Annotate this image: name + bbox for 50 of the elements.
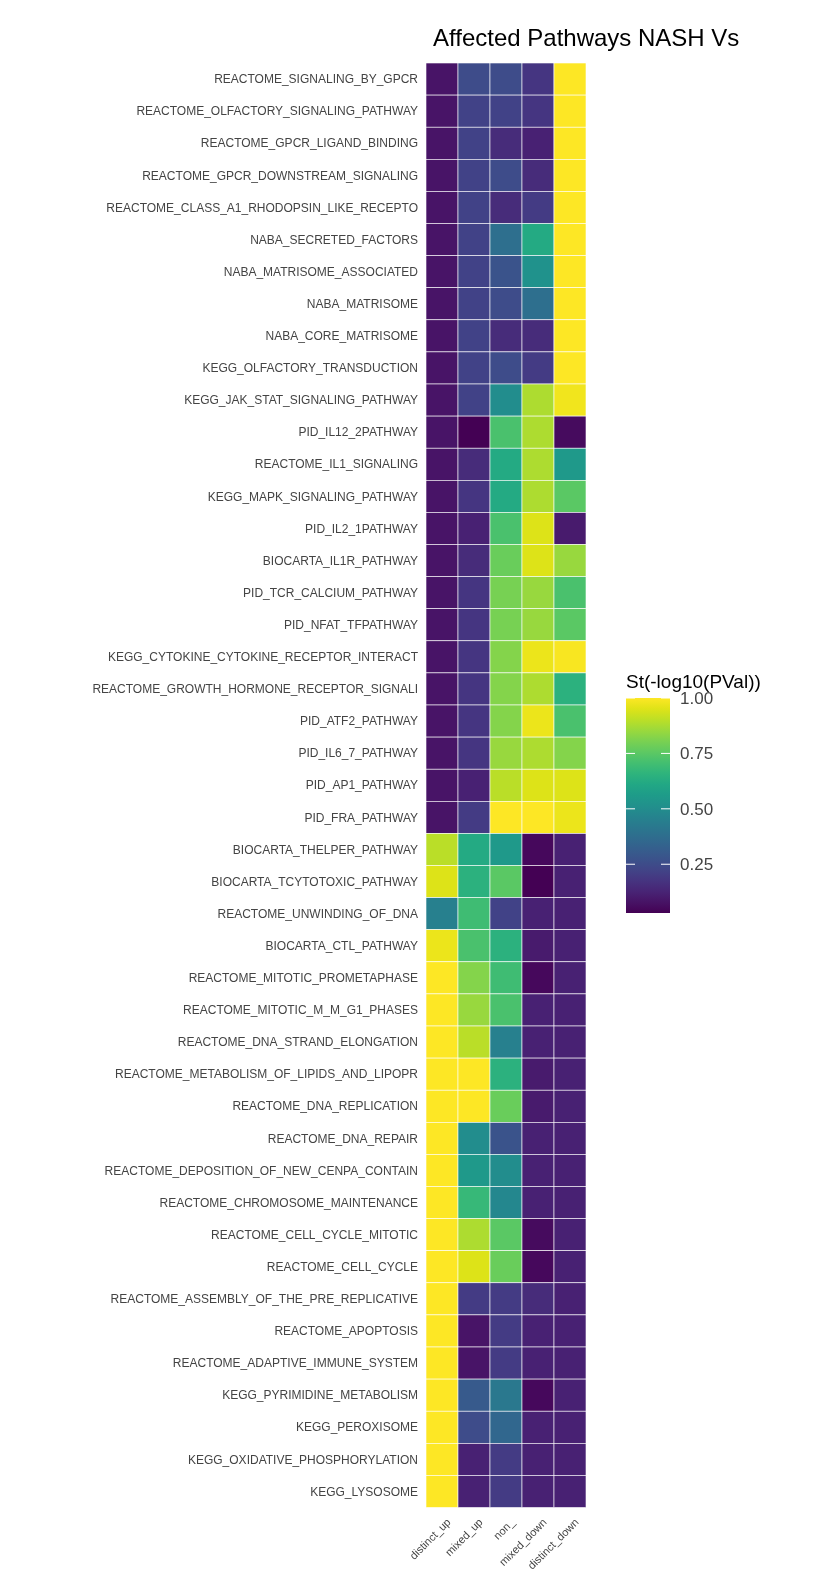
color-bar-label: 0.25	[680, 855, 714, 875]
y-tick-label: REACTOME_GPCR_DOWNSTREAM_SIGNALING	[142, 168, 418, 183]
y-tick-label: PID_IL2_1PATHWAY	[305, 521, 418, 536]
y-tick-label: NABA_MATRISOME	[306, 296, 418, 311]
y-tick-label: NABA_MATRISOME_ASSOCIATED	[223, 264, 419, 279]
y-tick-label: NABA_CORE_MATRISOME	[265, 329, 418, 344]
y-tick-label: KEGG_OXIDATIVE_PHOSPHORYLATION	[187, 1452, 418, 1467]
y-tick-label: BIOCARTA_THELPER_PATHWAY	[232, 842, 418, 857]
y-tick-label: KEGG_MAPK_SIGNALING_PATHWAY	[207, 489, 418, 504]
y-tick-label: REACTOME_DEPOSITION_OF_NEW_CENPA_CONTAIN	[104, 1163, 418, 1178]
y-tick-label: NABA_SECRETED_FACTORS	[250, 232, 418, 247]
y-tick-label: KEGG_PYRIMIDINE_METABOLISM	[222, 1388, 418, 1403]
y-tick-label: BIOCARTA_TCYTOTOXIC_PATHWAY	[211, 874, 418, 889]
chart-title: Affected Pathways NASH Vs	[433, 24, 740, 51]
y-tick-label: REACTOME_MITOTIC_PROMETAPHASE	[188, 971, 418, 986]
y-tick-label: REACTOME_DNA_REPAIR	[267, 1131, 419, 1146]
y-tick-label: KEGG_PEROXISOME	[295, 1420, 418, 1435]
y-tick-label: BIOCARTA_CTL_PATHWAY	[265, 938, 418, 953]
color-bar-label: 0.50	[680, 799, 714, 819]
y-tick-label: REACTOME_CELL_CYCLE	[266, 1259, 418, 1274]
y-tick-label: REACTOME_DNA_STRAND_ELONGATION	[177, 1035, 418, 1050]
y-tick-label: KEGG_LYSOSOME	[310, 1484, 418, 1499]
y-tick-label: REACTOME_GPCR_LIGAND_BINDING	[200, 136, 418, 151]
y-tick-label: PID_TCR_CALCIUM_PATHWAY	[243, 585, 418, 600]
y-tick-label: REACTOME_ASSEMBLY_OF_THE_PRE_REPLICATIVE	[110, 1292, 418, 1307]
color-bar-title: St(-log10(PVal))	[626, 671, 761, 692]
y-tick-label: PID_AP1_PATHWAY	[305, 778, 418, 793]
y-tick-label: KEGG_CYTOKINE_CYTOKINE_RECEPTOR_INTERACT	[107, 650, 419, 665]
y-tick-label: BIOCARTA_IL1R_PATHWAY	[262, 553, 418, 568]
y-tick-label: KEGG_JAK_STAT_SIGNALING_PATHWAY	[184, 393, 418, 408]
y-tick-label: REACTOME_SIGNALING_BY_GPCR	[214, 72, 419, 87]
y-tick-label: REACTOME_OLFACTORY_SIGNALING_PATHWAY	[136, 104, 418, 119]
y-tick-label: KEGG_OLFACTORY_TRANSDUCTION	[202, 361, 418, 376]
y-tick-label: REACTOME_CLASS_A1_RHODOPSIN_LIKE_RECEPTO	[106, 200, 418, 215]
y-tick-label: REACTOME_IL1_SIGNALING	[254, 457, 418, 472]
y-tick-label: REACTOME_APOPTOSIS	[274, 1324, 418, 1339]
y-tick-label: PID_FRA_PATHWAY	[304, 810, 418, 825]
y-tick-label: PID_ATF2_PATHWAY	[299, 714, 418, 729]
y-tick-label: REACTOME_GROWTH_HORMONE_RECEPTOR_SIGNALI	[92, 682, 418, 697]
y-tick-label: REACTOME_DNA_REPLICATION	[232, 1099, 418, 1114]
y-tick-label: PID_IL12_2PATHWAY	[298, 425, 418, 440]
color-bar-label: 0.75	[680, 744, 714, 764]
y-tick-label: REACTOME_MITOTIC_M_M_G1_PHASES	[183, 1003, 418, 1018]
y-tick-label: REACTOME_ADAPTIVE_IMMUNE_SYSTEM	[172, 1356, 418, 1371]
y-tick-label: PID_NFAT_TFPATHWAY	[283, 617, 418, 632]
y-tick-label: REACTOME_CELL_CYCLE_MITOTIC	[211, 1227, 419, 1242]
y-tick-label: REACTOME_CHROMOSOME_MAINTENANCE	[159, 1195, 418, 1210]
y-tick-label: PID_IL6_7_PATHWAY	[298, 746, 418, 761]
y-tick-label: REACTOME_UNWINDING_OF_DNA	[217, 906, 418, 921]
y-tick-label: REACTOME_METABOLISM_OF_LIPIDS_AND_LIPOPR	[115, 1067, 419, 1082]
